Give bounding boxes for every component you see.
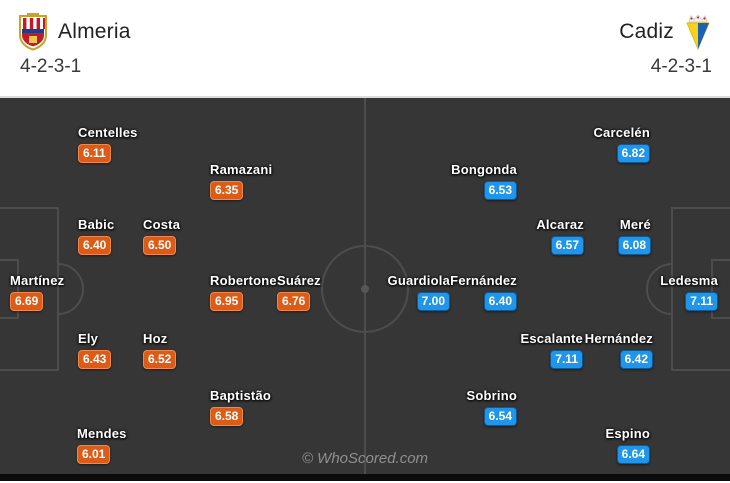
- player-name: Hernández: [584, 331, 653, 346]
- player-name: Martínez: [10, 273, 65, 288]
- player-rating-badge: 6.76: [277, 292, 311, 311]
- player-name: Baptistão: [210, 388, 272, 403]
- player-fernandez[interactable]: Fernández 6.40: [450, 273, 517, 311]
- player-mendes[interactable]: Mendes 6.01: [77, 426, 127, 464]
- player-rating-badge: 6.69: [10, 292, 44, 311]
- player-rating-badge: 6.57: [550, 236, 584, 255]
- player-babic[interactable]: Babic 6.40: [78, 217, 114, 255]
- home-team-layer: Centelles 6.11 Ramazani 6.35 Babic 6.40 Costa 6…: [0, 98, 730, 474]
- player-name: Fernández: [450, 273, 517, 288]
- lineups-header: Almeria 4-2-3-1 Cadiz 4-2-3-1: [0, 0, 730, 98]
- player-name: Escalante: [520, 331, 583, 346]
- player-name: Suárez: [277, 273, 321, 288]
- almeria-crest-icon[interactable]: [18, 13, 48, 51]
- player-rating-badge: 6.52: [143, 350, 177, 369]
- player-rating-badge: 6.11: [78, 144, 111, 163]
- home-team-name[interactable]: Almeria: [58, 20, 131, 43]
- player-name: Ramazani: [210, 162, 273, 177]
- player-name: Ledesma: [660, 273, 718, 288]
- player-costa[interactable]: Costa 6.50: [143, 217, 180, 255]
- pitch: Centelles 6.11 Ramazani 6.35 Babic 6.40 Costa 6…: [0, 98, 730, 474]
- home-formation: 4-2-3-1: [20, 56, 82, 77]
- player-rating-badge: 6.35: [210, 181, 244, 200]
- player-name: Robertone: [210, 273, 277, 288]
- away-team-header: Cadiz 4-2-3-1: [619, 0, 712, 78]
- player-ely[interactable]: Ely 6.43: [78, 331, 112, 369]
- bottom-bar: [0, 474, 730, 481]
- center-spot: [361, 285, 369, 293]
- player-rating-badge: 6.01: [77, 445, 111, 464]
- player-name: Costa: [143, 217, 181, 232]
- watermark: © WhoScored.com: [301, 450, 429, 467]
- player-suarez[interactable]: Suárez 6.76: [277, 273, 321, 311]
- player-name: Sobrino: [466, 388, 517, 403]
- player-name: Bongonda: [451, 162, 517, 177]
- player-carcelen[interactable]: Carcelén 6.82: [593, 125, 650, 163]
- player-name: Ely: [78, 331, 99, 346]
- player-name: Alcaraz: [536, 217, 584, 232]
- away-team-layer: Carcelén 6.82 Bongonda 6.53 Alcaraz 6.57 Meré 6…: [0, 98, 730, 474]
- player-rating-badge: 6.40: [78, 236, 112, 255]
- player-name: Meré: [619, 217, 651, 232]
- player-name: Hoz: [143, 331, 168, 346]
- player-hoz[interactable]: Hoz 6.52: [143, 331, 177, 369]
- player-mere[interactable]: Meré 6.08: [617, 217, 651, 255]
- player-alcaraz[interactable]: Alcaraz 6.57: [536, 217, 584, 255]
- cadiz-crest-icon[interactable]: [684, 13, 712, 51]
- home-team-header: Almeria 4-2-3-1: [18, 0, 131, 78]
- player-name: Centelles: [78, 125, 138, 140]
- player-rating-badge: 7.11: [550, 350, 583, 369]
- player-bongonda[interactable]: Bongonda 6.53: [451, 162, 517, 200]
- player-rating-badge: 6.58: [210, 407, 244, 426]
- player-martinez[interactable]: Martínez 6.69: [10, 273, 64, 311]
- player-rating-badge: 6.95: [210, 292, 244, 311]
- player-espino[interactable]: Espino 6.64: [605, 426, 650, 464]
- pitch-markings: [0, 98, 730, 474]
- player-rating-badge: 6.50: [143, 236, 177, 255]
- player-baptistao[interactable]: Baptistão 6.58: [210, 388, 271, 426]
- player-rating-badge: 6.54: [483, 407, 517, 426]
- player-name: Espino: [605, 426, 650, 441]
- player-guardiola[interactable]: Guardiola 7.00: [388, 273, 450, 311]
- player-sobrino[interactable]: Sobrino 6.54: [466, 388, 517, 426]
- player-rating-badge: 6.64: [616, 445, 650, 464]
- player-ledesma[interactable]: Ledesma 7.11: [660, 273, 718, 311]
- player-centelles[interactable]: Centelles 6.11: [78, 125, 138, 163]
- player-rating-badge: 6.43: [78, 350, 112, 369]
- player-name: Babic: [78, 217, 115, 232]
- player-hernandez[interactable]: Hernández 6.42: [585, 331, 653, 369]
- player-rating-badge: 6.08: [617, 236, 651, 255]
- player-rating-badge: 6.42: [619, 350, 653, 369]
- player-robertone[interactable]: Robertone 6.95: [210, 273, 277, 311]
- player-rating-badge: 7.11: [685, 292, 718, 311]
- away-formation: 4-2-3-1: [650, 56, 712, 77]
- away-team-name[interactable]: Cadiz: [619, 20, 674, 43]
- player-rating-badge: 6.40: [483, 292, 517, 311]
- player-rating-badge: 6.82: [616, 144, 650, 163]
- player-ramazani[interactable]: Ramazani 6.35: [210, 162, 272, 200]
- player-name: Mendes: [77, 426, 127, 441]
- player-name: Guardiola: [387, 273, 450, 288]
- player-rating-badge: 7.00: [416, 292, 450, 311]
- player-escalante[interactable]: Escalante 7.11: [520, 331, 583, 369]
- player-name: Carcelén: [593, 125, 650, 140]
- player-rating-badge: 6.53: [483, 181, 517, 200]
